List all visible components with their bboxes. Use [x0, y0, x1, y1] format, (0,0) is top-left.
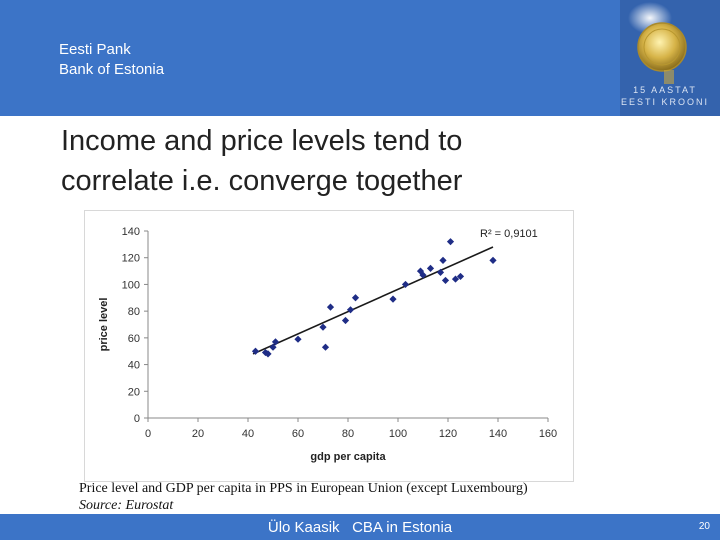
slide-title-line1: Income and price levels tend to: [61, 125, 463, 157]
data-point: [261, 348, 270, 357]
data-point: [321, 343, 330, 351]
x-tick-label: 160: [539, 428, 557, 440]
x-tick-label: 100: [389, 428, 407, 440]
y-tick-label: 20: [128, 386, 140, 398]
data-point: [346, 306, 355, 314]
x-tick-label: 120: [439, 428, 457, 440]
x-tick-label: 0: [145, 428, 151, 440]
caption-source: Source: Eurostat: [79, 498, 174, 513]
caption-text: Price level and GDP per capita in PPS in…: [79, 481, 528, 496]
data-point: [264, 350, 272, 358]
y-tick-label: 40: [128, 360, 140, 372]
data-point: [439, 256, 447, 264]
y-tick-label: 80: [128, 306, 140, 318]
data-point: [351, 294, 360, 302]
data-point: [426, 264, 435, 272]
y-tick-label: 120: [122, 253, 140, 265]
bank-name-et: Eesti Pank: [59, 41, 131, 58]
footer-bar: Ülo Kaasik CBA in Estonia 20: [0, 514, 720, 540]
y-axis-label: price level: [98, 298, 110, 352]
trendline: [252, 246, 494, 355]
page-number: 20: [698, 521, 710, 532]
header-bar: Eesti Pank Bank of Estonia 15 AASTAT EES…: [0, 0, 720, 116]
footer-author: Ülo Kaasik CBA in Estonia: [0, 519, 720, 536]
bank-name-en: Bank of Estonia: [59, 61, 165, 78]
slide-title: Income and price levels tend to correlat…: [61, 121, 661, 201]
footer-event: CBA in Estonia: [352, 519, 453, 536]
r-squared-annotation: R² = 0,9101: [480, 228, 538, 240]
data-point: [294, 335, 302, 343]
bank-name: Eesti Pank Bank of Estonia: [59, 40, 164, 80]
data-point: [341, 316, 350, 325]
data-point: [326, 303, 335, 311]
chart-caption: Price level and GDP per capita in PPS in…: [79, 480, 528, 514]
coin-logo-icon: [620, 0, 720, 116]
x-tick-label: 40: [242, 428, 254, 440]
data-point: [441, 276, 450, 285]
logo-caption: 15 AASTAT EESTI KROONI: [612, 84, 718, 108]
x-tick-label: 60: [292, 428, 304, 440]
scatter-chart: 0 20 40 60 80 100 120 140 0 20 40 60 80 100 120 140 160 …: [84, 210, 574, 482]
data-point: [401, 280, 410, 289]
x-tick-label: 80: [342, 428, 354, 440]
y-tick-label: 0: [134, 413, 140, 425]
logo-caption-line1: 15 AASTAT: [633, 85, 697, 95]
x-tick-label: 140: [489, 428, 507, 440]
y-tick-label: 60: [128, 333, 140, 345]
y-tick-label: 140: [122, 226, 140, 238]
logo-caption-line2: EESTI KROONI: [620, 97, 709, 107]
data-point: [269, 343, 277, 351]
y-tick-label: 100: [122, 279, 140, 291]
data-point: [251, 347, 260, 355]
data-point: [389, 295, 397, 303]
x-tick-label: 20: [192, 428, 204, 440]
x-axis-label: gdp per capita: [310, 451, 386, 463]
data-point: [271, 338, 280, 346]
data-point: [446, 238, 455, 246]
slide-title-line2: correlate i.e. converge together: [61, 165, 463, 197]
data-point: [489, 256, 497, 264]
footer-author-name: Ülo Kaasik: [267, 519, 340, 536]
data-point: [319, 323, 327, 331]
